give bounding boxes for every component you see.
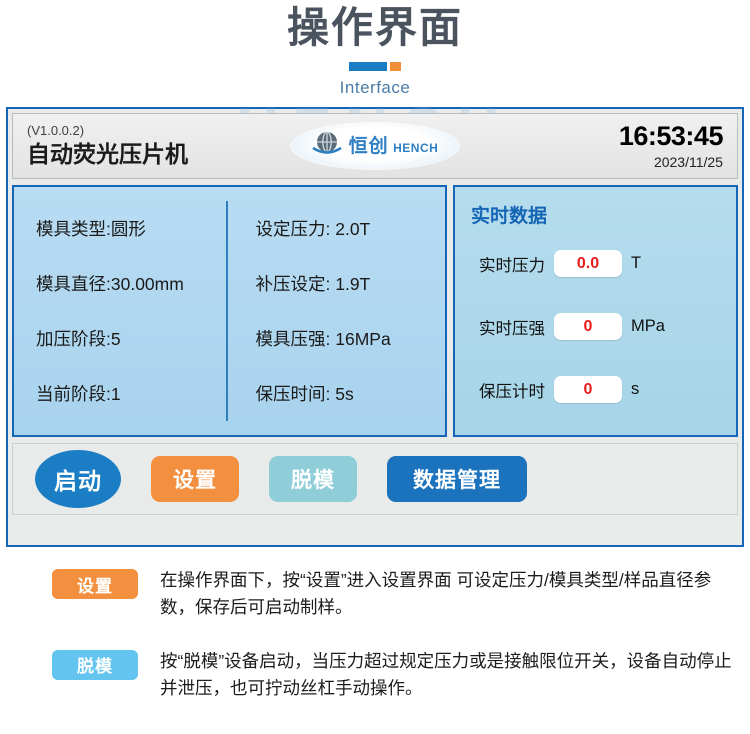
accent-square	[390, 62, 401, 72]
start-button[interactable]: 启动	[35, 450, 121, 509]
clock-area: 16:53:45 2023/11/25	[493, 120, 724, 170]
brand-text: 恒创 HENCH	[349, 137, 439, 156]
notes-section: 设置 在操作界面下，按“设置”进入设置界面 可设定压力/模具类型/样品直径参数，…	[52, 567, 732, 702]
note-text-settings: 在操作界面下，按“设置”进入设置界面 可设定压力/模具类型/样品直径参数，保存后…	[160, 570, 712, 618]
realtime-value-field: 0	[554, 376, 622, 404]
accent-decoration	[0, 62, 750, 72]
realtime-panel: 实时数据 实时压力 0.0 T 实时压强 0 MPa 保压计时 0 s	[453, 185, 738, 438]
parameters-column-left: 模具类型:圆形 模具直径:30.00mm 加压阶段:5 当前阶段:1	[14, 201, 226, 421]
brand-logo: 恒创 HENCH	[289, 122, 460, 171]
note-demold: 脱模 按“脱模”设备启动，当压力超过规定压力或是接触限位开关，设备自动停止并泄压…	[52, 648, 732, 702]
realtime-row-timer: 保压计时 0 s	[479, 376, 726, 404]
param-current-stage: 当前阶段:1	[36, 384, 121, 405]
device-body: 模具类型:圆形 模具直径:30.00mm 加压阶段:5 当前阶段:1 设定压力:…	[12, 185, 738, 438]
note-badge-settings: 设置	[52, 569, 138, 600]
device-screen: HENCH 恒创 (V1.0.0.2) 自动荧光压片机 恒创	[6, 96, 744, 548]
brand-name-en: HENCH	[393, 140, 439, 155]
page-subtitle: Interface	[339, 78, 411, 98]
device-identity: (V1.0.0.2) 自动荧光压片机	[27, 123, 257, 168]
clock-date: 2023/11/25	[653, 153, 723, 170]
param-supplement-pressure: 补压设定: 1.9T	[255, 274, 371, 295]
param-mold-type: 模具类型:圆形	[36, 219, 146, 240]
brand-name-cn: 恒创	[348, 135, 389, 157]
realtime-unit: s	[631, 380, 640, 399]
brand-logo-area: 恒创 HENCH	[257, 122, 494, 171]
realtime-title: 实时数据	[471, 206, 548, 228]
realtime-label: 实时压强	[479, 319, 545, 338]
device-name: 自动荧光压片机	[27, 140, 188, 167]
data-management-button[interactable]: 数据管理	[387, 456, 527, 503]
param-press-stage: 加压阶段:5	[36, 329, 121, 350]
param-mold-diameter: 模具直径:30.00mm	[36, 274, 184, 295]
settings-button[interactable]: 设置	[151, 456, 239, 503]
demold-button[interactable]: 脱模	[269, 456, 357, 503]
device-button-bar: 启动 设置 脱模 数据管理	[12, 443, 738, 516]
version-label: (V1.0.0.2)	[27, 123, 85, 139]
realtime-row-strength: 实时压强 0 MPa	[479, 313, 726, 341]
realtime-rows: 实时压力 0.0 T 实时压强 0 MPa 保压计时 0 s	[471, 232, 726, 421]
realtime-unit: T	[631, 254, 642, 273]
realtime-label: 保压计时	[479, 382, 545, 401]
realtime-row-pressure: 实时压力 0.0 T	[479, 250, 726, 278]
parameters-column-right: 设定压力: 2.0T 补压设定: 1.9T 模具压强: 16MPa 保压时间: …	[225, 201, 446, 422]
realtime-label: 实时压力	[479, 256, 545, 275]
param-set-pressure: 设定压力: 2.0T	[255, 219, 371, 240]
note-text-demold: 按“脱模”设备启动，当压力超过规定压力或是接触限位开关，设备自动停止并泄压，也可…	[160, 650, 732, 698]
realtime-value-field: 0.0	[554, 250, 622, 278]
param-mold-strength: 模具压强: 16MPa	[255, 329, 391, 350]
accent-bar	[349, 62, 387, 72]
note-badge-demold: 脱模	[52, 649, 138, 680]
realtime-unit: MPa	[631, 317, 665, 336]
parameters-panel: 模具类型:圆形 模具直径:30.00mm 加压阶段:5 当前阶段:1 设定压力:…	[12, 185, 447, 438]
device-header: (V1.0.0.2) 自动荧光压片机 恒创 HENCH	[12, 113, 738, 180]
realtime-value-field: 0	[554, 313, 622, 341]
clock-time: 16:53:45	[618, 120, 724, 151]
param-hold-time: 保压时间: 5s	[255, 384, 354, 405]
note-settings: 设置 在操作界面下，按“设置”进入设置界面 可设定压力/模具类型/样品直径参数，…	[52, 567, 732, 621]
page-title: 操作界面	[286, 4, 463, 51]
globe-icon	[311, 129, 342, 164]
